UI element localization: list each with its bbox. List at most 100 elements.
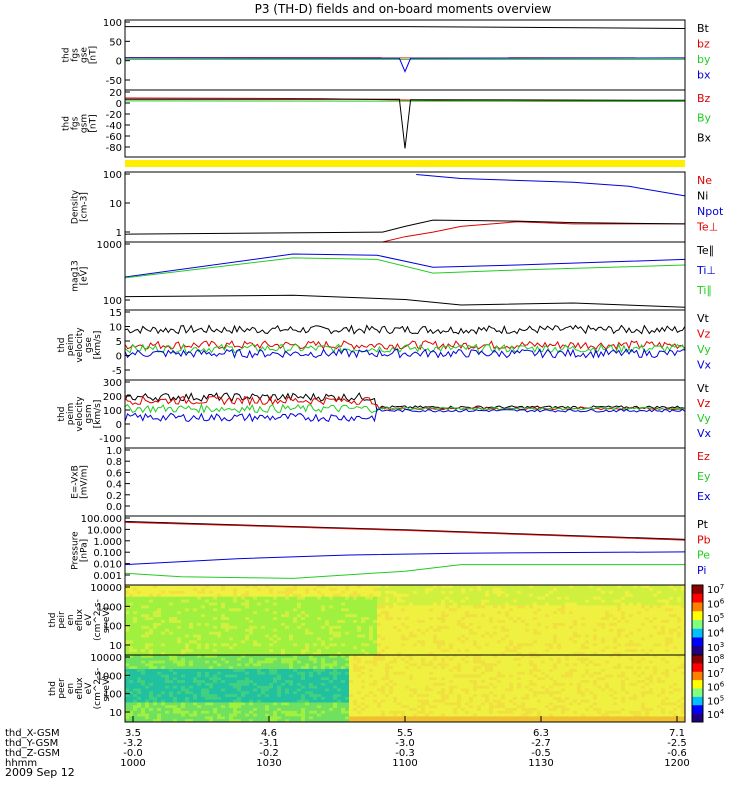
heatmap-cell bbox=[357, 593, 362, 598]
heatmap-cell bbox=[185, 708, 190, 712]
heatmap-cell bbox=[401, 640, 406, 644]
heatmap-cell bbox=[261, 593, 266, 598]
heatmap-cell bbox=[429, 649, 434, 653]
heatmap-cell bbox=[325, 716, 330, 720]
heatmap-cell bbox=[497, 631, 502, 636]
heatmap-cell bbox=[225, 708, 230, 712]
heatmap-cell bbox=[261, 668, 266, 673]
heatmap-cell bbox=[137, 599, 142, 603]
heatmap-cell bbox=[397, 631, 402, 636]
heatmap-cell bbox=[177, 710, 182, 715]
legend-entry: Pt bbox=[697, 518, 709, 531]
heatmap-cell bbox=[633, 608, 638, 612]
heatmap-cell bbox=[133, 680, 138, 684]
heatmap-cell bbox=[153, 657, 158, 662]
heatmap-cell bbox=[377, 634, 382, 638]
heatmap-cell bbox=[353, 716, 358, 720]
heatmap-cell bbox=[349, 620, 354, 624]
heatmap-cell bbox=[637, 640, 642, 644]
heatmap-cell bbox=[669, 590, 674, 595]
heatmap-cell bbox=[221, 663, 226, 667]
heatmap-cell bbox=[413, 625, 418, 630]
heatmap-cell bbox=[201, 691, 206, 695]
heatmap-cell bbox=[345, 643, 350, 647]
heatmap-cell bbox=[129, 702, 134, 706]
heatmap-cell bbox=[341, 668, 346, 673]
heatmap-cell bbox=[645, 622, 650, 627]
heatmap-cell bbox=[421, 587, 426, 592]
heatmap-cell bbox=[657, 628, 662, 633]
heatmap-cell bbox=[485, 585, 490, 589]
heatmap-cell bbox=[373, 614, 378, 618]
heatmap-cell bbox=[153, 620, 158, 624]
heatmap-cell bbox=[177, 622, 182, 627]
heatmap-cell bbox=[469, 611, 474, 615]
heatmap-cell bbox=[505, 599, 510, 603]
heatmap-cell bbox=[453, 631, 458, 636]
heatmap-cell bbox=[317, 652, 322, 656]
heatmap-cell bbox=[329, 655, 334, 659]
heatmap-cell bbox=[309, 652, 314, 656]
heatmap-cell bbox=[145, 652, 150, 656]
heatmap-cell bbox=[125, 708, 130, 712]
heatmap-cell bbox=[153, 608, 158, 612]
heatmap-cell bbox=[413, 652, 418, 656]
heatmap-cell bbox=[329, 637, 334, 641]
heatmap-cell bbox=[217, 705, 222, 709]
heatmap-cell bbox=[361, 649, 366, 653]
heatmap-cell bbox=[681, 587, 686, 592]
heatmap-cell bbox=[297, 705, 302, 709]
heatmap-cell bbox=[269, 608, 274, 612]
heatmap-cell bbox=[325, 710, 330, 715]
heatmap-cell bbox=[173, 593, 178, 598]
heatmap-cell bbox=[381, 637, 386, 641]
heatmap-cell bbox=[145, 685, 150, 689]
heatmap-cell bbox=[309, 713, 314, 717]
heatmap-cell bbox=[125, 625, 130, 630]
heatmap-cell bbox=[329, 716, 334, 720]
heatmap-cell bbox=[165, 608, 170, 612]
heatmap-cell bbox=[185, 696, 190, 701]
heatmap-cell bbox=[417, 631, 422, 636]
heatmap-cell bbox=[341, 605, 346, 609]
heatmap-cell bbox=[469, 617, 474, 621]
heatmap-cell bbox=[549, 631, 554, 636]
heatmap-cell bbox=[329, 628, 334, 633]
heatmap-cell bbox=[397, 643, 402, 647]
heatmap-cell bbox=[449, 634, 454, 638]
heatmap-cell bbox=[477, 622, 482, 627]
heatmap-cell bbox=[229, 637, 234, 641]
heatmap-cell bbox=[209, 696, 214, 701]
heatmap-cell bbox=[345, 602, 350, 606]
heatmap-cell bbox=[129, 699, 134, 703]
heatmap-cell bbox=[489, 611, 494, 615]
heatmap-cell bbox=[273, 590, 278, 595]
heatmap-cell bbox=[297, 608, 302, 612]
heatmap-cell bbox=[361, 668, 366, 673]
heatmap-cell bbox=[473, 620, 478, 624]
heatmap-cell bbox=[241, 699, 246, 703]
heatmap-cell bbox=[369, 649, 374, 653]
heatmap-cell bbox=[193, 611, 198, 615]
heatmap-cell bbox=[201, 682, 206, 687]
series-line-vx bbox=[124, 408, 686, 423]
heatmap-cell bbox=[297, 593, 302, 598]
heatmap-cell bbox=[169, 719, 174, 723]
heatmap-cell bbox=[309, 625, 314, 630]
heatmap-cell bbox=[613, 620, 618, 624]
heatmap-cell bbox=[401, 643, 406, 647]
heatmap-cell bbox=[145, 608, 150, 612]
heatmap-cell bbox=[517, 590, 522, 595]
heatmap-cell bbox=[317, 643, 322, 647]
heatmap-cell bbox=[561, 643, 566, 647]
heatmap-cell bbox=[433, 649, 438, 653]
heatmap-cell bbox=[649, 611, 654, 615]
heatmap-cell bbox=[505, 637, 510, 641]
heatmap-cell bbox=[437, 585, 442, 589]
heatmap-cell bbox=[289, 691, 294, 695]
heatmap-cell bbox=[641, 646, 646, 650]
heatmap-cell bbox=[157, 622, 162, 627]
heatmap-cell bbox=[645, 652, 650, 656]
heatmap-cell bbox=[597, 617, 602, 621]
heatmap-cell bbox=[153, 674, 158, 678]
